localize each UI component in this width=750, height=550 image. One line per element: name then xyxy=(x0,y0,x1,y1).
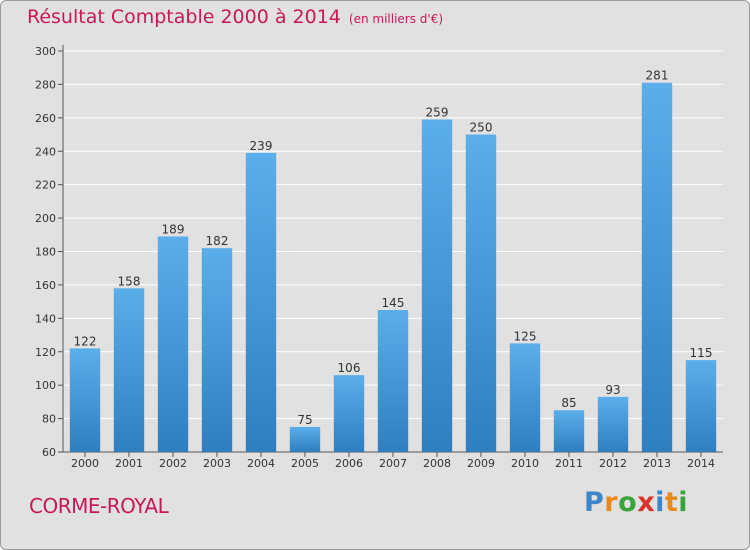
y-tick-labels: 60 80 100 120 140 160 180 200 220 240 260 280 300 xyxy=(35,45,56,459)
x-tick-label-2006: 2006 xyxy=(335,457,363,470)
data-label-2012: 93 xyxy=(605,383,620,397)
x-tick-label-2008: 2008 xyxy=(423,457,451,470)
brand-letter: r xyxy=(604,487,619,518)
bar-2004[interactable] xyxy=(245,152,277,452)
y-tick-label: 100 xyxy=(35,379,56,392)
x-tick-label-2009: 2009 xyxy=(467,457,495,470)
data-label-2009: 250 xyxy=(470,121,493,135)
bar-2000[interactable] xyxy=(69,348,101,452)
chart-title-text: Résultat Comptable 2000 à 2014 xyxy=(27,6,341,28)
bar-2002[interactable] xyxy=(157,236,189,452)
y-tick-label: 180 xyxy=(35,246,56,259)
y-tick-label: 80 xyxy=(42,413,56,426)
x-tick-label-2001: 2001 xyxy=(115,457,143,470)
brand-letter: t xyxy=(664,487,679,518)
data-label-2005: 75 xyxy=(297,413,312,427)
bar-2007[interactable] xyxy=(377,309,409,452)
x-tick-label-2004: 2004 xyxy=(247,457,275,470)
bar-2001[interactable] xyxy=(113,288,145,452)
data-labels: 122 158 189 182 239 75 106 145 259 250 125 85 93 281 1… xyxy=(74,69,713,427)
bar-2006[interactable] xyxy=(333,375,365,452)
x-tick-label-2011: 2011 xyxy=(555,457,583,470)
data-label-2013: 281 xyxy=(646,69,669,83)
data-label-2001: 158 xyxy=(118,274,141,288)
y-tick-label: 200 xyxy=(35,212,56,225)
data-label-2002: 189 xyxy=(162,222,185,236)
x-tick-label-2014: 2014 xyxy=(687,457,715,470)
data-label-2014: 115 xyxy=(690,346,713,360)
x-tick-label-2000: 2000 xyxy=(71,457,99,470)
bar-2013[interactable] xyxy=(641,82,673,452)
x-tick-label-2003: 2003 xyxy=(203,457,231,470)
x-tick-label-2002: 2002 xyxy=(159,457,187,470)
bar-2005[interactable] xyxy=(289,426,321,452)
commune-name: CORME-ROYAL xyxy=(29,494,169,518)
data-label-2006: 106 xyxy=(338,361,361,375)
bar-2003[interactable] xyxy=(201,248,233,452)
y-tick-label: 140 xyxy=(35,312,56,325)
x-tick-label-2005: 2005 xyxy=(291,457,319,470)
data-label-2011: 85 xyxy=(561,396,576,410)
x-tick-label-2012: 2012 xyxy=(599,457,627,470)
bar-2011[interactable] xyxy=(553,410,585,452)
y-tick-label: 120 xyxy=(35,346,56,359)
bar-2010[interactable] xyxy=(509,343,541,452)
data-label-2003: 182 xyxy=(206,234,229,248)
chart-title: Résultat Comptable 2000 à 2014 (en millie… xyxy=(27,6,443,28)
brand-letter: i xyxy=(678,487,689,518)
chart-unit: (en milliers d'€) xyxy=(348,12,444,26)
bar-2014[interactable] xyxy=(685,360,717,452)
data-label-2000: 122 xyxy=(74,334,97,348)
brand-letter: i xyxy=(655,487,665,518)
brand-letter: x xyxy=(637,487,656,518)
y-tick-label: 260 xyxy=(35,112,56,125)
data-label-2004: 239 xyxy=(250,139,273,153)
proxiti-logo[interactable]: Proxiti xyxy=(584,487,688,518)
y-tick-label: 280 xyxy=(35,78,56,91)
y-tick-label: 60 xyxy=(42,446,56,459)
data-label-2007: 145 xyxy=(382,296,405,310)
brand-letter: o xyxy=(618,487,638,518)
data-label-2008: 259 xyxy=(426,106,449,120)
bar-2008[interactable] xyxy=(421,119,453,453)
bar-2012[interactable] xyxy=(597,396,629,452)
bar-2009[interactable] xyxy=(465,134,497,452)
brand-letter: P xyxy=(584,487,605,518)
bars xyxy=(69,82,717,453)
y-tick-label: 240 xyxy=(35,145,56,158)
x-tick-labels: 2000 2001 2002 2003 2004 2005 2006 2007 2008 2009… xyxy=(71,457,715,470)
data-label-2010: 125 xyxy=(514,329,537,343)
y-tick-label: 300 xyxy=(35,45,56,58)
y-tick-label: 160 xyxy=(35,279,56,292)
x-tick-label-2010: 2010 xyxy=(511,457,539,470)
x-tick-label-2007: 2007 xyxy=(379,457,407,470)
x-tick-label-2013: 2013 xyxy=(643,457,671,470)
y-tick-label: 220 xyxy=(35,179,56,192)
